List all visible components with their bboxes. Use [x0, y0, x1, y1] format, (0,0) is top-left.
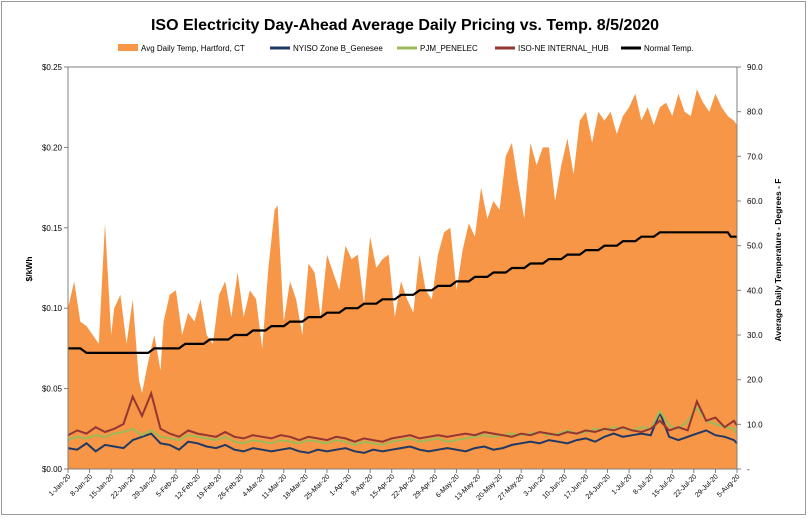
y2-tick-label: 80.0 — [747, 108, 763, 117]
x-tick-label: 29-Jul-20 — [694, 473, 720, 499]
y2-tick-label: 10.0 — [747, 420, 763, 429]
legend: Avg Daily Temp, Hartford, CT NYISO Zone B… — [118, 44, 694, 53]
series-line-1 — [67, 409, 738, 454]
y2-tick-label: 70.0 — [747, 152, 763, 161]
y-tick-label: $0.25 — [42, 63, 63, 72]
y2-tick-label: - — [747, 465, 750, 474]
y-axis-title: $/kWh — [24, 256, 34, 281]
chart-title: ISO Electricity Day-Ahead Average Daily … — [151, 17, 659, 34]
y-tick-label: $0.05 — [42, 385, 63, 394]
y2-tick-label: 60.0 — [747, 197, 763, 206]
y2-tick-label: 50.0 — [747, 242, 763, 251]
legend-label: PJM_PENELEC — [420, 44, 478, 53]
x-tick-label: 1-Jan-20 — [48, 473, 73, 498]
y2-tick-label: 20.0 — [747, 376, 763, 385]
plot-border — [67, 66, 738, 470]
series-area-temp — [68, 89, 737, 470]
series-line-normal-temp — [68, 231, 737, 354]
y-tick-label: $0.20 — [42, 143, 63, 152]
legend-swatch — [118, 44, 138, 51]
legend-label: NYISO Zone B_Genesee — [293, 44, 383, 53]
x-tick-label: 1-Jul-20 — [611, 473, 634, 496]
y-tick-label: $0.10 — [42, 304, 63, 313]
y2-axis-title: Average Daily Temperature - Degrees - F — [773, 179, 783, 342]
legend-label: Avg Daily Temp, Hartford, CT — [141, 44, 245, 53]
legend-label: Normal Temp. — [644, 44, 694, 53]
series-line-3 — [67, 390, 738, 443]
legend-label: ISO-NE INTERNAL_HUB — [518, 44, 609, 53]
y2-tick-label: 30.0 — [747, 331, 763, 340]
y-tick-label: $0.00 — [42, 465, 63, 474]
x-tick-label: 1-Apr-20 — [329, 473, 353, 497]
y2-tick-label: 40.0 — [747, 286, 763, 295]
y2-tick-label: 90.0 — [747, 63, 763, 72]
y-tick-label: $0.15 — [42, 224, 63, 233]
x-tick-label: 5-Aug-20 — [716, 473, 741, 498]
plot-area — [67, 89, 738, 470]
